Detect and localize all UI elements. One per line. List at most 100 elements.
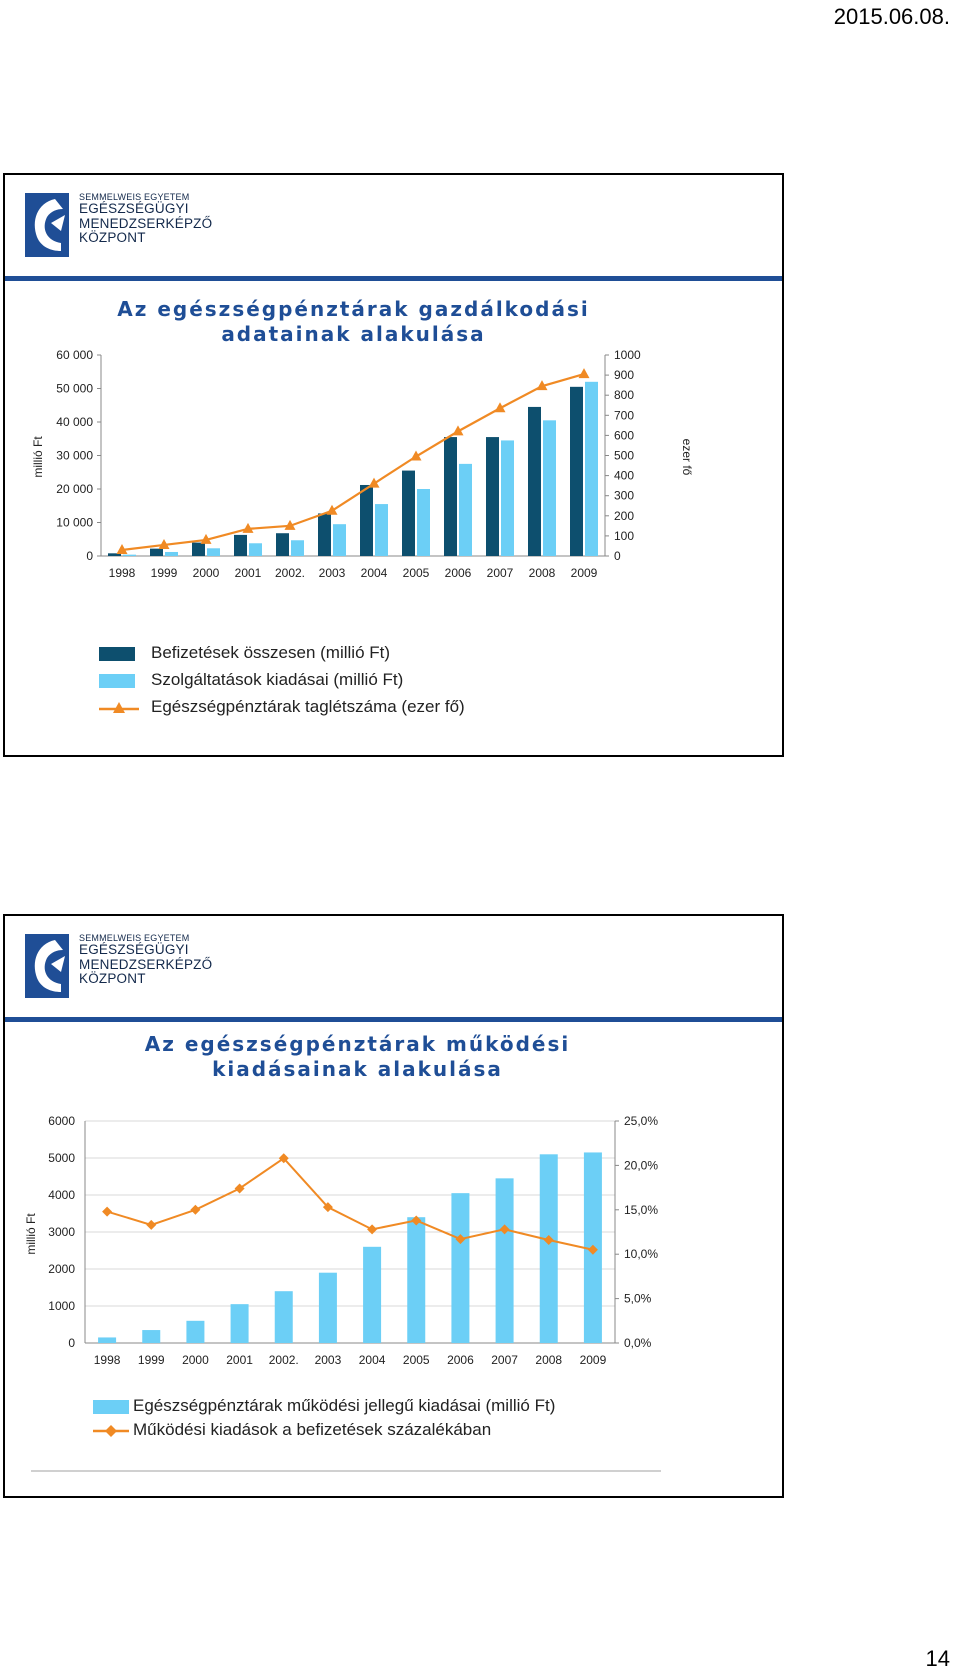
line-taglétszám bbox=[121, 373, 585, 552]
x-tick-label: 2004 bbox=[361, 566, 388, 580]
x-tick-label: 2006 bbox=[445, 566, 472, 580]
logo-text: SEMMELWEIS EGYETEM EGÉSZSÉGÜGYI MENEDZSE… bbox=[79, 933, 213, 986]
point-mukodesi-szazalek bbox=[278, 1153, 289, 1164]
y-right-tick-label: 5,0% bbox=[624, 1292, 652, 1306]
point-taglétszám bbox=[326, 504, 338, 515]
line-mukodesi-szazalek bbox=[106, 1156, 594, 1251]
point-mukodesi-szazalek bbox=[455, 1234, 466, 1245]
bar-mukodesi-kiadasok bbox=[186, 1320, 205, 1343]
chart-2: 0 1000 2000 3000 4000 5000 6000 0,0% 5,0% 10,0% 15… bbox=[24, 1114, 658, 1367]
x-tick-label: 1998 bbox=[94, 1353, 121, 1367]
y-tick-label: 30 000 bbox=[56, 449, 93, 463]
bar-befizetesek bbox=[234, 534, 247, 556]
point-taglétszám bbox=[158, 538, 170, 549]
y-right-tick-label: 900 bbox=[614, 368, 634, 382]
bar-befizetesek bbox=[276, 533, 289, 556]
bar-mukodesi-kiadasok bbox=[274, 1291, 293, 1343]
x-tick-label: 1999 bbox=[138, 1353, 165, 1367]
university-logo-icon bbox=[25, 193, 69, 257]
y-right-tick-label: 200 bbox=[614, 509, 634, 523]
y-tick-label: 1000 bbox=[48, 1299, 75, 1313]
y-tick-label: 0 bbox=[68, 1336, 75, 1350]
y-right-tick-label: 600 bbox=[614, 428, 634, 442]
legend-label: Működési kiadások a befizetések százalék… bbox=[133, 1420, 492, 1439]
bar-mukodesi-kiadasok bbox=[539, 1154, 558, 1343]
legend-triangle-line-key bbox=[99, 702, 139, 713]
x-tick-label: 2002. bbox=[269, 1353, 299, 1367]
chart-1: 0 10 000 20 000 30 000 40 000 50 000 60 000 0 10… bbox=[31, 348, 694, 580]
bar-mukodesi-kiadasok bbox=[451, 1193, 470, 1343]
y-right-tick-label: 300 bbox=[614, 489, 634, 503]
x-tick-label: 2005 bbox=[403, 1353, 430, 1367]
y-right-axis-title: ezer fő bbox=[680, 439, 694, 476]
logo-line-2: EGÉSZSÉGÜGYI bbox=[79, 942, 189, 958]
x-tick-label: 2006 bbox=[447, 1353, 474, 1367]
bar-szolgaltatasok bbox=[333, 524, 346, 556]
logo-university-name: SEMMELWEIS EGYETEM bbox=[79, 192, 190, 202]
x-tick-label: 2008 bbox=[535, 1353, 562, 1367]
bar-szolgaltatasok bbox=[165, 551, 178, 556]
page-number: 14 bbox=[925, 1646, 950, 1671]
point-mukodesi-szazalek bbox=[587, 1244, 598, 1255]
point-taglétszám bbox=[494, 402, 506, 413]
x-tick-label: 2002. bbox=[275, 566, 305, 580]
y-right-tick-label: 700 bbox=[614, 408, 634, 422]
y-tick-label: 10 000 bbox=[56, 516, 93, 530]
x-tick-label: 1998 bbox=[109, 566, 136, 580]
page-date: 2015.06.08. bbox=[833, 4, 950, 29]
bar-szolgaltatasok bbox=[585, 381, 598, 556]
logo-line-2: EGÉSZSÉGÜGYI bbox=[79, 201, 189, 217]
point-mukodesi-szazalek bbox=[367, 1224, 378, 1235]
bar-befizetesek bbox=[444, 437, 457, 556]
x-tick-label: 2003 bbox=[315, 1353, 342, 1367]
point-taglétszám bbox=[200, 533, 212, 544]
bar-szolgaltatasok bbox=[543, 420, 556, 556]
logo-line-3: MENEDZSERKÉPZŐ bbox=[79, 956, 213, 972]
bar-mukodesi-kiadasok bbox=[318, 1272, 337, 1343]
x-tick-label: 2005 bbox=[403, 566, 430, 580]
bar-mukodesi-kiadasok bbox=[407, 1217, 426, 1343]
y-right-tick-label: 15,0% bbox=[624, 1203, 658, 1217]
y-axis-title: millió Ft bbox=[24, 1213, 38, 1255]
logo-university-name: SEMMELWEIS EGYETEM bbox=[79, 933, 190, 943]
header-divider bbox=[5, 276, 782, 281]
slide-title: Az egészségpénztárak gazdálkodási adatai… bbox=[5, 297, 742, 347]
legend-label: Egészségpénztárak taglétszáma (ezer fő) bbox=[151, 697, 465, 716]
point-mukodesi-szazalek bbox=[234, 1183, 245, 1194]
point-mukodesi-szazalek bbox=[499, 1224, 510, 1235]
title-line-2: kiadásainak alakulása bbox=[212, 1057, 503, 1081]
logo-line-3: MENEDZSERKÉPZŐ bbox=[79, 215, 213, 231]
y-right-tick-label: 1000 bbox=[614, 348, 641, 362]
bar-szolgaltatasok bbox=[501, 440, 514, 556]
slide-header: SEMMELWEIS EGYETEM EGÉSZSÉGÜGYI MENEDZSE… bbox=[5, 916, 782, 1022]
bar-befizetesek bbox=[192, 542, 205, 556]
point-taglétszám bbox=[410, 450, 422, 461]
bar-befizetesek bbox=[108, 553, 121, 556]
header-divider bbox=[5, 1017, 782, 1022]
x-tick-label: 2001 bbox=[226, 1353, 253, 1367]
point-taglétszám bbox=[284, 519, 296, 530]
point-mukodesi-szazalek bbox=[190, 1204, 201, 1215]
bar-mukodesi-kiadasok bbox=[363, 1246, 382, 1343]
legend-diamond-line-key bbox=[93, 1425, 129, 1437]
logo-line-4: KÖZPONT bbox=[79, 970, 146, 986]
legend-label: Befizetések összesen (millió Ft) bbox=[151, 643, 391, 662]
y-tick-label: 0 bbox=[86, 549, 93, 563]
y-right-tick-label: 0,0% bbox=[624, 1336, 652, 1350]
bar-szolgaltatasok bbox=[207, 548, 220, 556]
bar-mukodesi-kiadasok bbox=[142, 1330, 161, 1343]
bar-szolgaltatasok bbox=[123, 554, 136, 556]
y-tick-label: 4000 bbox=[48, 1188, 75, 1202]
x-tick-label: 2009 bbox=[580, 1353, 607, 1367]
bar-befizetesek bbox=[360, 484, 373, 556]
y-tick-label: 40 000 bbox=[56, 415, 93, 429]
slide-2: SEMMELWEIS EGYETEM EGÉSZSÉGÜGYI MENEDZSE… bbox=[3, 914, 784, 1498]
x-tick-label: 2004 bbox=[359, 1353, 386, 1367]
x-tick-label: 2001 bbox=[235, 566, 262, 580]
bar-szolgaltatasok bbox=[459, 463, 472, 556]
x-tick-label: 2007 bbox=[491, 1353, 518, 1367]
university-logo-icon bbox=[25, 934, 69, 998]
legend-label: Egészségpénztárak működési jellegű kiadá… bbox=[133, 1396, 556, 1415]
y-tick-label: 2000 bbox=[48, 1262, 75, 1276]
x-tick-label: 1999 bbox=[151, 566, 178, 580]
